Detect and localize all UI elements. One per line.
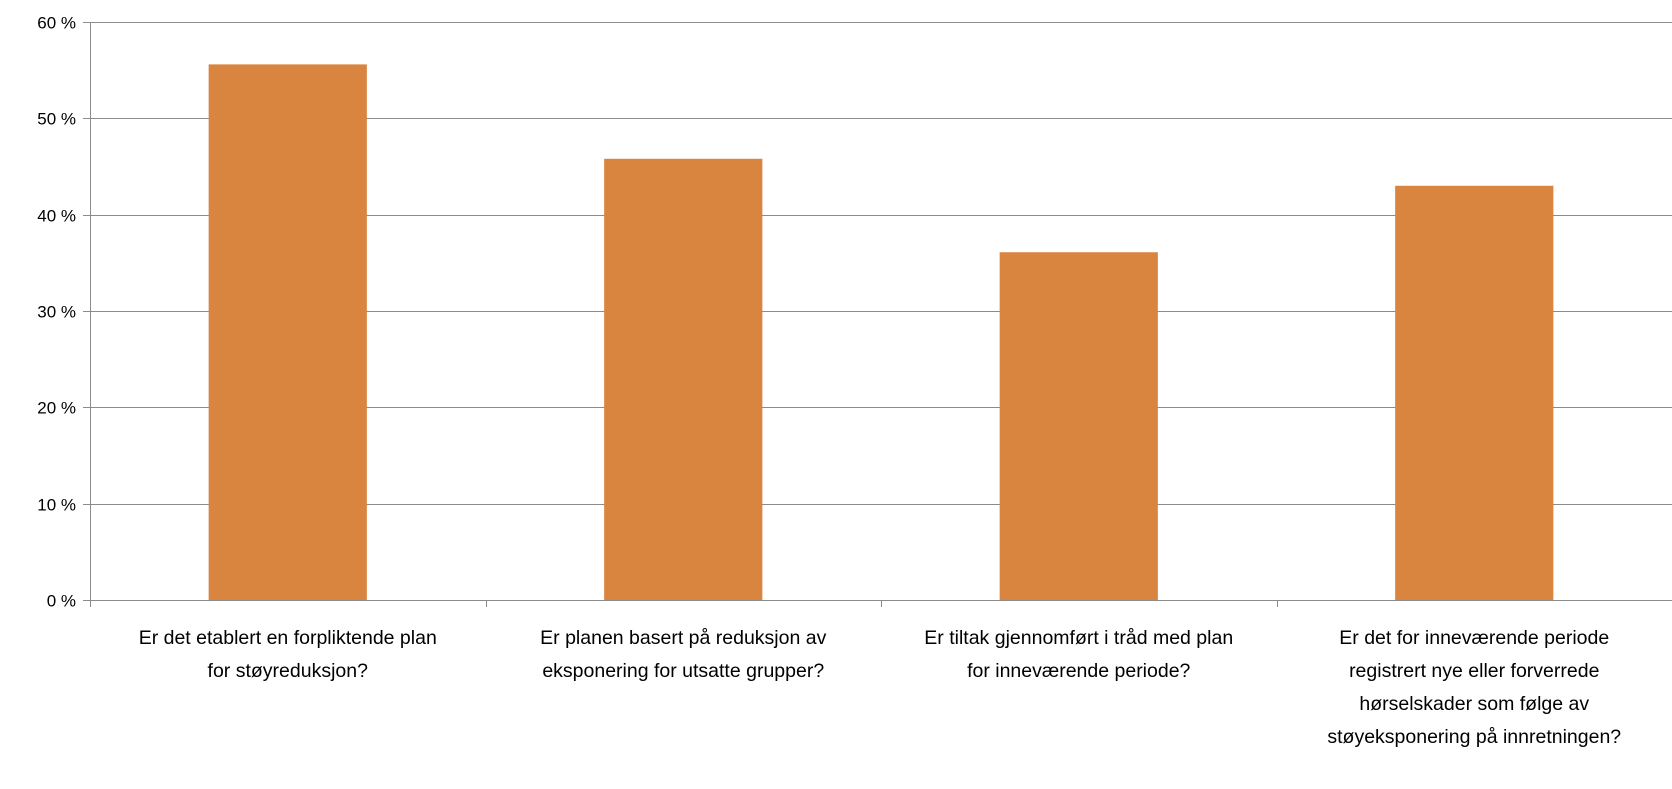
bars — [208, 64, 1554, 601]
y-tick-label: 0 % — [47, 592, 76, 611]
y-tick-label: 40 % — [37, 207, 76, 226]
y-tick-label: 30 % — [37, 303, 76, 322]
x-category-label-line: eksponering for utsatte grupper? — [542, 660, 824, 682]
y-tick-label: 50 % — [37, 110, 76, 129]
x-category-label: Er planen basert på reduksjon av eksponer… — [540, 627, 826, 682]
bar — [604, 158, 763, 600]
y-tick-label: 60 % — [37, 14, 76, 33]
y-tick-label: 20 % — [37, 399, 76, 418]
x-category-label-line: Er planen basert på reduksjon av — [540, 627, 826, 649]
bar — [1395, 185, 1554, 600]
y-tick-labels: 0 % 10 % 20 % 30 % 40 % 50 % 60 % — [37, 14, 76, 611]
x-category-label: Er det for inneværende periode registrert… — [1327, 627, 1621, 748]
bar — [208, 64, 367, 601]
x-category-label-line: Er det for inneværende periode — [1339, 627, 1609, 649]
x-category-label-line: registrert nye eller forverrede — [1349, 660, 1599, 682]
x-category-label-line: for inneværende periode? — [967, 660, 1190, 682]
x-category-label-line: for støyreduksjon? — [208, 660, 369, 682]
x-category-label-line: hørselskader som følge av — [1359, 693, 1589, 715]
x-category-label: Er tiltak gjennomført i tråd med plan for… — [924, 627, 1233, 682]
bar — [999, 252, 1158, 600]
x-category-label-line: støyeksponering på innretningen? — [1327, 726, 1621, 748]
x-category-labels: Er det etablert en forpliktende plan for … — [139, 627, 1622, 748]
x-category-label-line: Er tiltak gjennomført i tråd med plan — [924, 627, 1233, 649]
x-category-label-line: Er det etablert en forpliktende plan — [139, 627, 437, 649]
y-tick-label: 10 % — [37, 496, 76, 515]
axes — [83, 22, 1672, 607]
x-category-label: Er det etablert en forpliktende plan for … — [139, 627, 437, 682]
